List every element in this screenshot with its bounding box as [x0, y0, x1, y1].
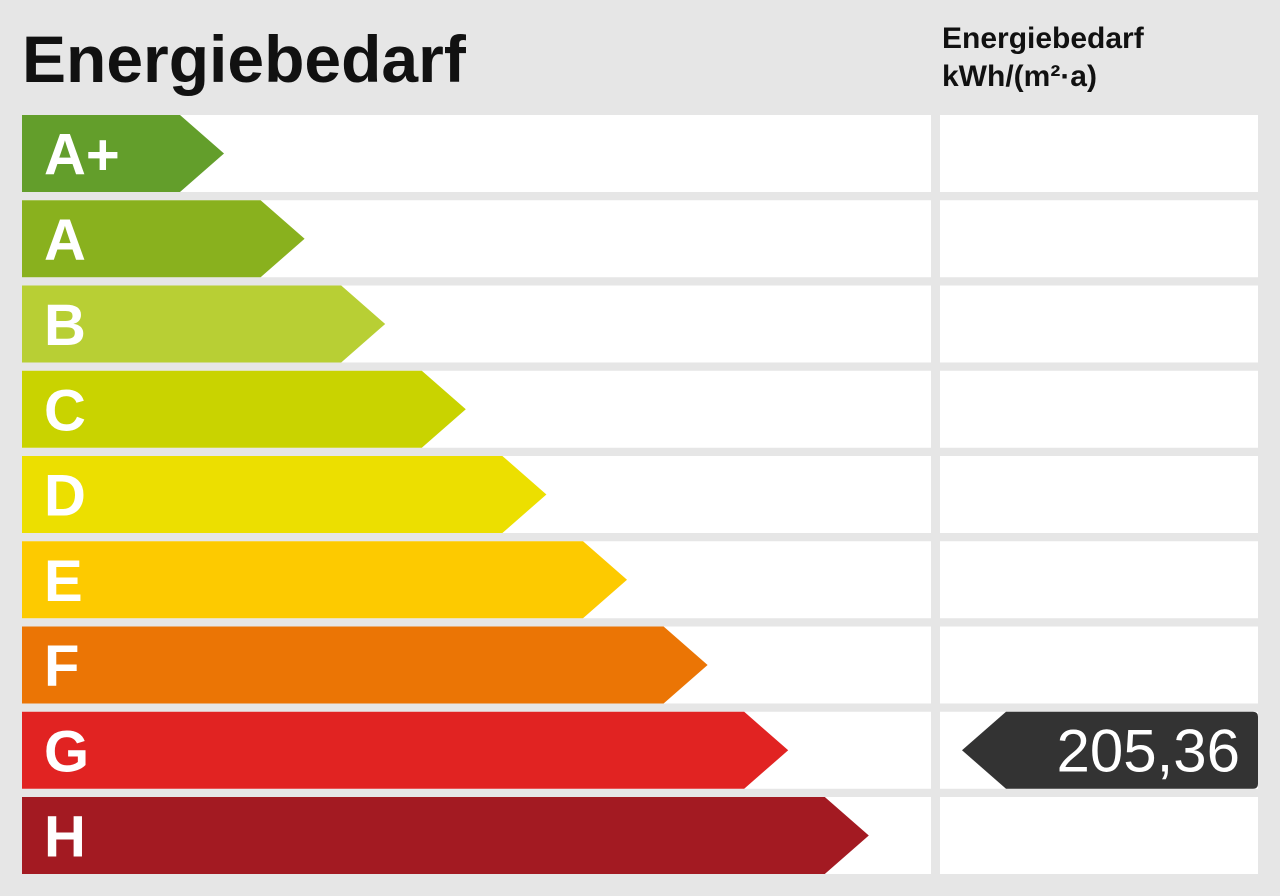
value-marker — [962, 711, 1258, 789]
class-bar-D — [22, 456, 547, 533]
value-cell — [940, 285, 1258, 363]
class-label: A — [44, 208, 86, 273]
class-bar-A — [22, 200, 305, 278]
class-bar-C — [22, 370, 466, 448]
class-label: A+ — [44, 123, 120, 188]
class-label: G — [44, 719, 89, 784]
class-bar-G — [22, 711, 789, 789]
class-bar-F — [22, 626, 708, 704]
value-column-header-line1: Energiebedarf — [942, 22, 1144, 55]
value-label: 205,36 — [1056, 717, 1240, 784]
value-cell — [940, 797, 1258, 874]
value-cell — [940, 541, 1258, 619]
class-bar-B — [22, 285, 386, 363]
class-label: E — [44, 549, 83, 614]
value-cell — [940, 200, 1258, 278]
value-column-header-line2: kWh/(m²·a) — [942, 60, 1097, 93]
class-label: H — [44, 805, 86, 870]
class-label: D — [44, 464, 86, 529]
value-cell — [940, 370, 1258, 448]
value-cell — [940, 456, 1258, 533]
class-bar-H — [22, 797, 869, 874]
class-label: C — [44, 378, 86, 443]
value-cell — [940, 626, 1258, 704]
class-label: F — [44, 634, 79, 699]
value-cell — [940, 115, 1258, 192]
value-column-header: Energiebedarf kWh/(m²·a) — [942, 20, 1144, 96]
class-bar-A+ — [22, 115, 224, 192]
page-title: Energiebedarf — [22, 22, 466, 96]
class-label: B — [44, 293, 86, 358]
class-bar-E — [22, 541, 627, 619]
